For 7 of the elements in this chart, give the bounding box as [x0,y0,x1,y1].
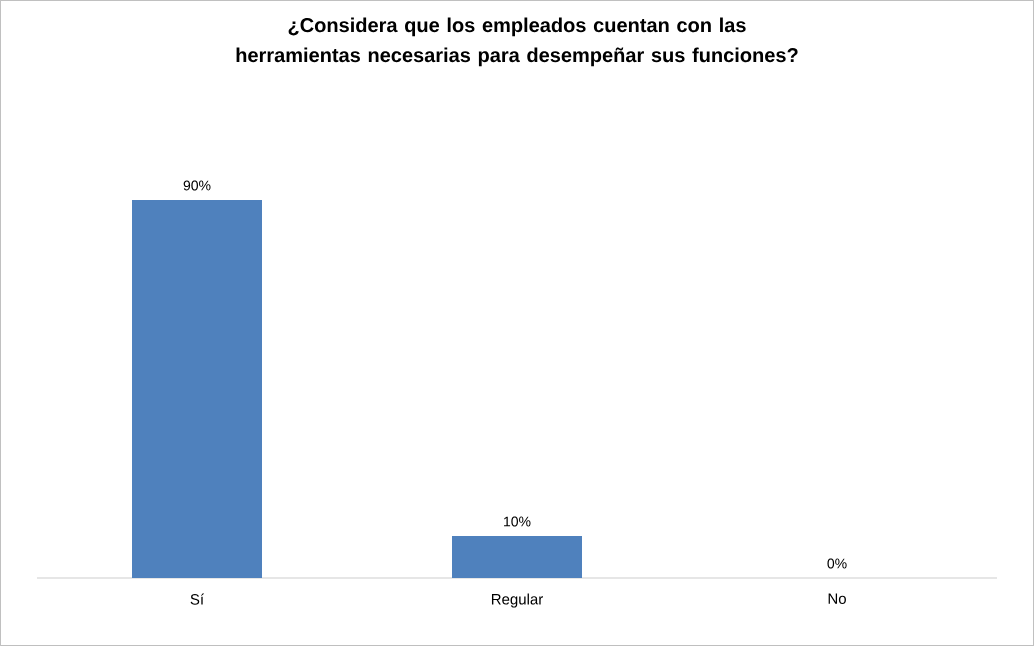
data-label: 90% [183,180,211,191]
data-label: 10% [504,516,531,527]
chart-title: ¿Considera que los empleados cuentan con las herramientas necesarias para desempeñar sus funciones? [236,17,798,67]
data-label: 0% [827,558,847,569]
x-tick-label: Regular [491,593,544,608]
x-tick-label: No [828,593,846,604]
x-tick-label: Sí [190,593,205,605]
